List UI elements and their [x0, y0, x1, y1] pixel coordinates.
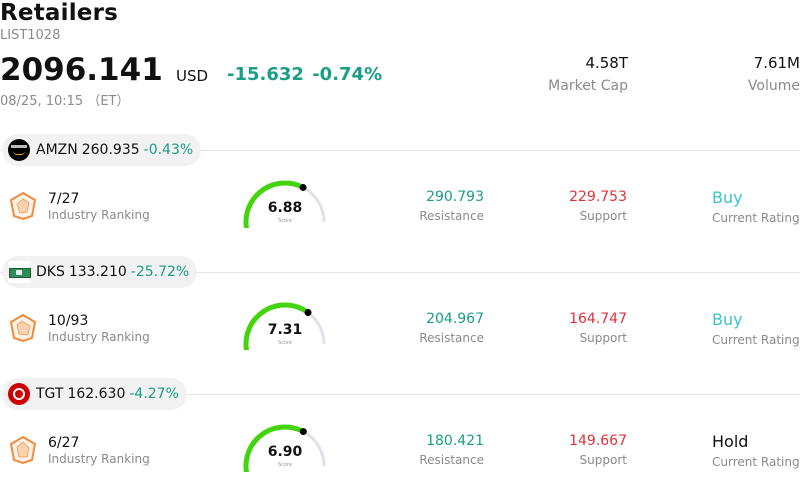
stock-price: 133.210 [68, 264, 127, 280]
divider [0, 272, 800, 273]
resistance-value: 180.421 [426, 433, 484, 449]
score-value: 6.90 [267, 444, 303, 460]
support-value: 164.747 [569, 311, 627, 327]
ranking-badge-icon [9, 313, 37, 343]
rating-value: Buy [712, 188, 743, 207]
score-gauge [243, 180, 326, 228]
stock-ticker: DKS [36, 264, 65, 280]
rank-value: 10/93 [48, 313, 89, 329]
score-label: Score [277, 218, 292, 224]
stock-change: -4.27% [129, 386, 179, 402]
rank-label: Industry Ranking [48, 208, 150, 222]
stock-pill[interactable]: AMZN 260.935 -0.43% [2, 134, 202, 166]
support-label: Support [579, 453, 627, 467]
stock-pill[interactable]: DKS 133.210 -25.72% [2, 256, 198, 288]
volume-label: Volume [747, 78, 800, 94]
index-change: -15.632 -0.74% [227, 64, 383, 85]
gauge-needle-dot [299, 428, 307, 436]
score-label: Score [277, 340, 292, 346]
resistance-label: Resistance [419, 453, 484, 467]
stock-pill[interactable]: TGT 162.630 -4.27% [2, 378, 187, 410]
rank-label: Industry Ranking [48, 330, 150, 344]
stock-price: 162.630 [67, 386, 126, 402]
stock-change: -0.43% [143, 142, 194, 158]
rank-value: 7/27 [48, 191, 80, 207]
resistance-label: Resistance [419, 331, 484, 345]
list-code: LIST1028 [0, 28, 61, 43]
gauge-needle-dot [299, 183, 307, 191]
target-logo-icon [8, 383, 30, 405]
volume-value: 7.61M [753, 54, 800, 72]
gauge-fill [243, 302, 311, 350]
rating-label: Current Rating [712, 455, 800, 469]
stock-ticker: AMZN [36, 142, 78, 158]
score-value: 6.88 [267, 200, 303, 216]
dicks-logo-icon [8, 261, 31, 283]
market-cap-value: 4.58T [585, 54, 628, 72]
timestamp: 08/25, 10:15 （ET） [0, 94, 130, 109]
resistance-value: 204.967 [426, 311, 484, 327]
divider [0, 150, 800, 151]
rating-value: Hold [712, 432, 749, 451]
gauge-fill [243, 424, 306, 472]
resistance-label: Resistance [419, 209, 484, 223]
currency-label: USD [176, 67, 209, 85]
page-title: Retailers [0, 0, 119, 26]
stock-ticker: TGT [36, 386, 64, 402]
index-price: 2096.141 [0, 52, 163, 88]
rank-label: Industry Ranking [48, 452, 150, 466]
amazon-logo-icon [8, 139, 30, 161]
ranking-badge-icon [9, 435, 37, 465]
market-cap-label: Market Cap [548, 78, 628, 94]
score-value: 7.31 [267, 322, 303, 338]
support-value: 149.667 [569, 433, 627, 449]
score-gauge [243, 302, 326, 350]
rating-label: Current Rating [712, 333, 800, 347]
rating-label: Current Rating [712, 211, 800, 225]
support-label: Support [579, 331, 627, 345]
stock-price: 260.935 [81, 142, 140, 158]
score-label: Score [277, 462, 292, 468]
resistance-value: 290.793 [426, 189, 484, 205]
rank-value: 6/27 [48, 435, 80, 451]
gauge-fill [243, 180, 306, 228]
support-label: Support [579, 209, 627, 223]
gauge-needle-dot [304, 309, 312, 317]
ranking-badge-icon [9, 191, 37, 221]
score-gauge [243, 424, 326, 472]
stock-change: -25.72% [130, 264, 190, 280]
divider [0, 394, 800, 395]
support-value: 229.753 [569, 189, 627, 205]
rating-value: Buy [712, 310, 743, 329]
